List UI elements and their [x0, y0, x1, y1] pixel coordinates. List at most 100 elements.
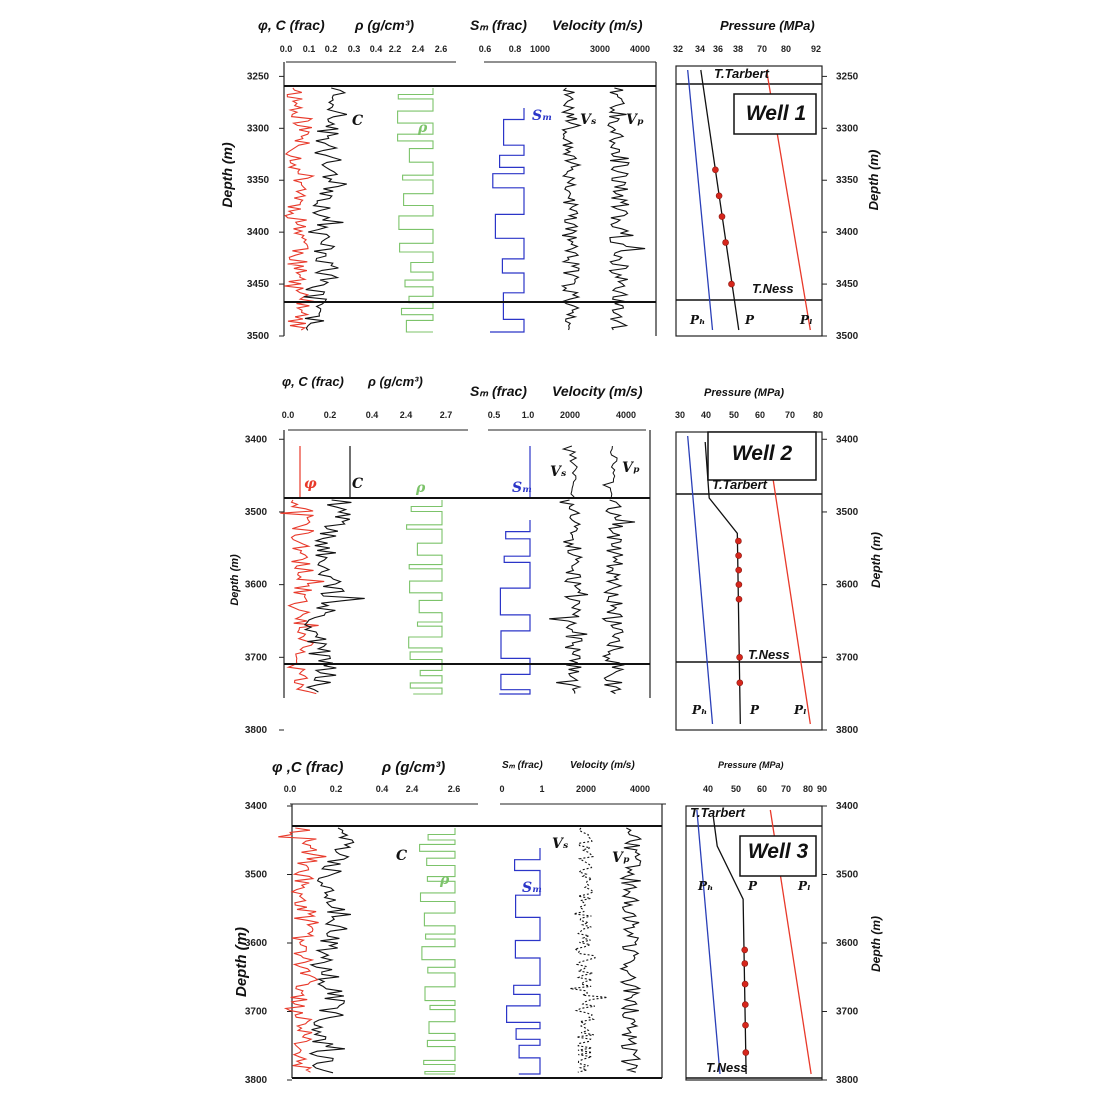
- w2-tick-pressure-1: 40: [701, 410, 711, 420]
- w1-sw-curve: [490, 108, 525, 333]
- w1-pressure-point-0: [712, 166, 719, 174]
- w2-tick-sw-1: 1.0: [522, 410, 535, 420]
- w3-depth-label-right: Depth (m): [869, 916, 883, 972]
- w3-header-sw: Sₘ (frac): [502, 760, 543, 771]
- well-3-panel: φ ,C (frac) ρ (g/cm³) Sₘ (frac) Velocity…: [233, 759, 883, 1086]
- w2-depth-label-left: Depth (m): [229, 554, 241, 606]
- w2-title: Well 2: [732, 442, 793, 465]
- w3-curve-label-clay: C: [396, 848, 407, 864]
- w1-tick-pressure-4: 70: [757, 44, 767, 54]
- w2-depth-label-right: Depth (m): [869, 532, 883, 588]
- w2-tick-pressure-5: 80: [813, 410, 823, 420]
- w1-tick-phi-3: 0.3: [348, 44, 361, 54]
- w1-depth-label-right: Depth (m): [866, 150, 881, 211]
- w2-density-curve: [406, 500, 443, 695]
- w2-header-sw: Sₘ (frac): [470, 383, 527, 399]
- w2-curve-label-clay: C: [352, 476, 363, 492]
- w3-tick-vel-0: 2000: [576, 784, 596, 794]
- w3-tick-phi-0: 0.0: [284, 784, 297, 794]
- w1-depth-tick-right-1: 3300: [836, 123, 859, 134]
- w2-depth-tick-left-0: 3400: [245, 434, 268, 445]
- w3-curve-label-pl: Pₗ: [797, 879, 811, 893]
- w2-depth-tick-left-1: 3500: [245, 507, 268, 518]
- w2-curve-label-vp: Vₚ: [622, 460, 640, 476]
- w2-depth-tick-left-2: 3600: [245, 580, 268, 591]
- w1-tick-pressure-6: 92: [811, 44, 821, 54]
- w2-header-velocity: Velocity (m/s): [552, 383, 643, 399]
- w1-curve-label-density: ρ: [417, 120, 428, 136]
- w1-pressure-point-3: [722, 239, 729, 246]
- w2-depth-tick-left-4: 3800: [245, 725, 268, 736]
- w3-title-box: [739, 835, 817, 877]
- w3-formation-bottom: T.Ness: [706, 1060, 748, 1075]
- w2-tick-pressure-0: 30: [675, 410, 685, 420]
- w2-tick-vel-0: 2000: [560, 410, 580, 420]
- w3-tick-vel-1: 4000: [630, 784, 650, 794]
- w1-tick-phi-0: 0.0: [280, 44, 293, 54]
- w1-curve-label-vp: Vₚ: [626, 112, 644, 128]
- w1-tick-rho-0: 2.2: [389, 44, 402, 54]
- w1-tick-pressure-2: 36: [713, 44, 723, 54]
- w1-tick-pressure-5: 80: [781, 44, 791, 54]
- w1-depth-tick-left-3: 3400: [247, 227, 270, 238]
- w2-tick-pressure-3: 60: [755, 410, 765, 420]
- w1-depth-tick-left-5: 3500: [247, 331, 270, 342]
- w1-formation-bottom: T.Ness: [752, 281, 794, 296]
- w3-header-velocity: Velocity (m/s): [570, 760, 635, 771]
- w2-curve-label-pl: Pₗ: [793, 703, 807, 717]
- w1-tick-sw-0: 0.6: [479, 44, 492, 54]
- w3-curve-label-density: ρ: [439, 872, 450, 888]
- w1-density-curve: [397, 88, 434, 333]
- w1-porosity-curve: [284, 87, 316, 331]
- w1-curve-label-vs: Vₛ: [580, 112, 597, 128]
- w2-tick-rho-1: 2.7: [440, 410, 453, 420]
- w3-depth-tick-right-4: 3800: [836, 1075, 859, 1086]
- w3-header-rho: ρ (g/cm³): [381, 759, 445, 776]
- w1-pressure-point-4: [728, 280, 735, 288]
- w2-tick-phi-1: 0.2: [324, 410, 337, 420]
- w1-depth-tick-left-4: 3450: [247, 279, 270, 290]
- w2-formation-top: T.Tarbert: [712, 477, 768, 492]
- w1-pressure-point-1: [715, 192, 723, 200]
- w2-tick-vel-1: 4000: [616, 410, 636, 420]
- w2-pressure-point-2: [735, 566, 743, 574]
- w1-tick-vel-2: 4000: [630, 44, 650, 54]
- w1-depth-tick-right-2: 3350: [836, 175, 859, 186]
- w2-curve-label-porosity: φ: [304, 476, 317, 492]
- w3-header-pressure: Pressure (MPa): [718, 760, 784, 770]
- well-1-panel: φ, C (frac) ρ (g/cm³) Sₘ (frac) Velocity…: [219, 17, 881, 342]
- w3-pressure-point-4: [742, 1021, 749, 1029]
- w3-tick-sw-1: 1: [539, 784, 544, 794]
- w2-vp-curve: [601, 499, 636, 695]
- w1-tick-vel-1: 3000: [590, 44, 610, 54]
- w2-hydrostatic-line: [687, 435, 714, 725]
- w2-depth-tick-right-3: 3700: [836, 652, 859, 663]
- w2-tick-phi-0: 0.0: [282, 410, 295, 420]
- w2-pressure-point-0: [735, 537, 742, 545]
- w1-curve-label-pl: Pₗ: [799, 313, 813, 327]
- w2-tick-pressure-4: 70: [785, 410, 795, 420]
- w1-depth-label-left: Depth (m): [219, 142, 235, 208]
- w3-tick-rho-0: 2.4: [406, 784, 419, 794]
- w1-tick-pressure-0: 32: [673, 44, 683, 54]
- w1-tick-phi-1: 0.1: [303, 44, 316, 54]
- w1-header-pressure: Pressure (MPa): [720, 18, 815, 33]
- w2-porosity-curve: [280, 499, 325, 695]
- w1-tick-phi-4: 0.4: [370, 44, 383, 54]
- w2-curve-label-vs: Vₛ: [550, 464, 567, 480]
- w3-depth-tick-right-2: 3600: [836, 938, 859, 949]
- w2-clay-curve: [303, 499, 365, 693]
- w2-formation-bottom: T.Ness: [748, 647, 790, 662]
- w3-depth-tick-left-0: 3400: [245, 801, 268, 812]
- w3-curve-label-vp: Vₚ: [612, 850, 630, 866]
- w1-tick-pressure-3: 38: [733, 44, 743, 54]
- w3-tick-pressure-1: 50: [731, 784, 741, 794]
- w3-tick-sw-0: 0: [499, 784, 504, 794]
- w3-depth-tick-right-0: 3400: [836, 801, 859, 812]
- w1-vp-curve: [607, 87, 646, 331]
- w3-formation-top: T.Tarbert: [690, 805, 746, 820]
- w1-depth-tick-left-0: 3250: [247, 71, 270, 82]
- well-2-panel: φ, C (frac) ρ (g/cm³) Sₘ (frac) Velocity…: [229, 374, 883, 736]
- w3-curve-label-ph: Pₕ: [697, 879, 713, 893]
